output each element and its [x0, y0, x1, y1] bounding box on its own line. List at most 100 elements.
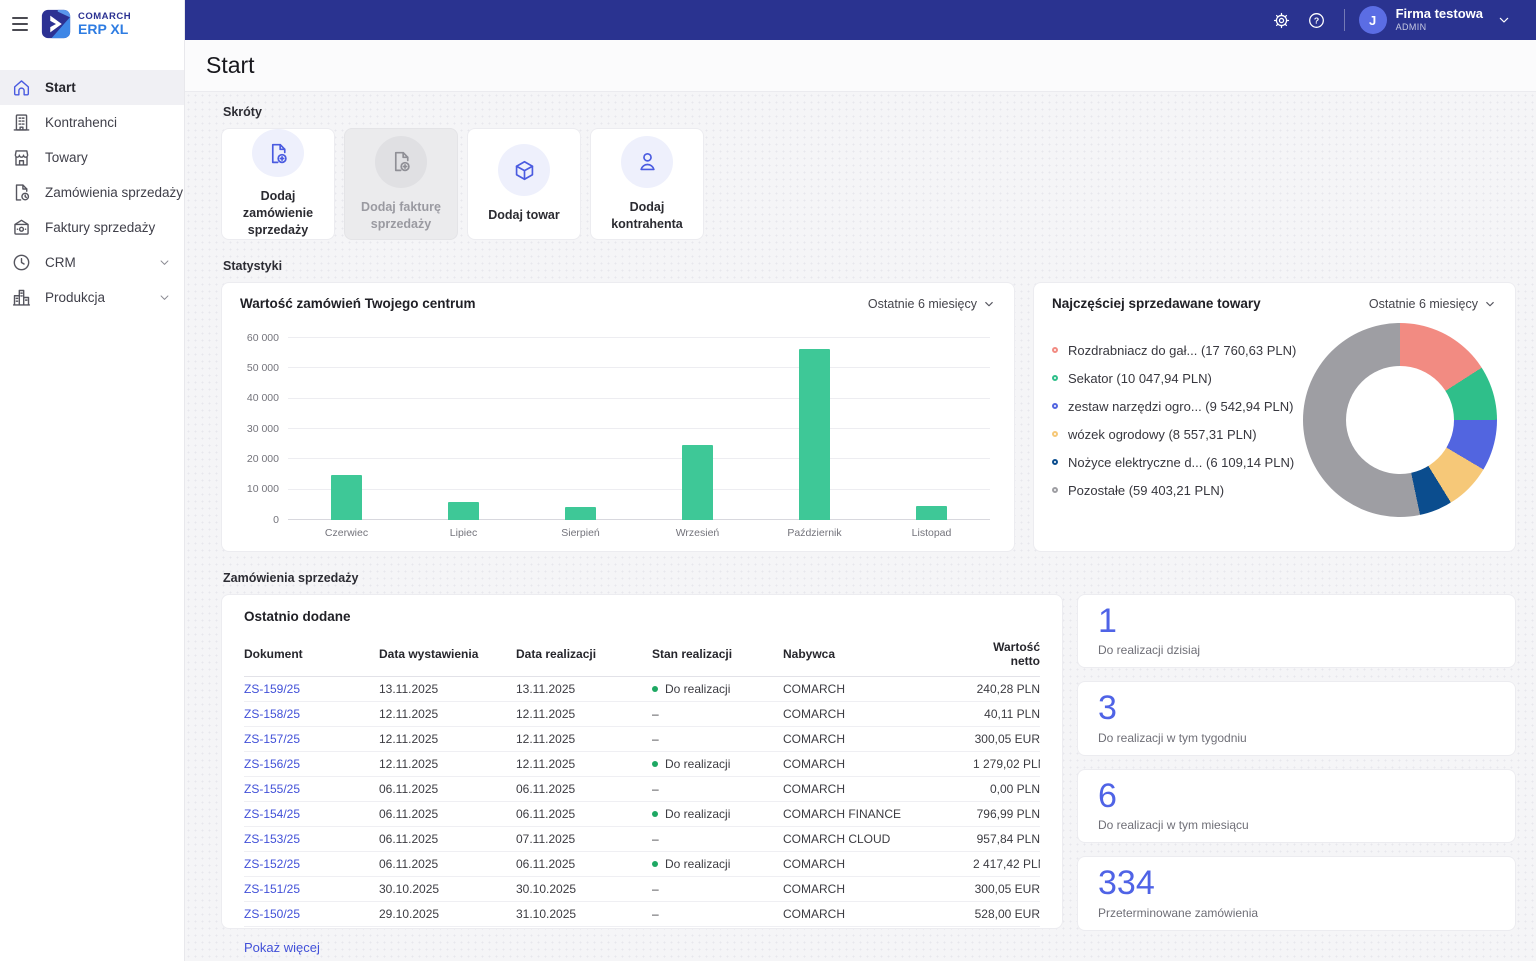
settings-icon[interactable] [1270, 9, 1293, 32]
sidebar-item-faktury-sprzedaży[interactable]: Faktury sprzedaży [0, 210, 184, 245]
document-link[interactable]: ZS-159/25 [244, 682, 300, 696]
svg-text:?: ? [1313, 15, 1318, 25]
sidebar: COMARCH ERP XL Start Kontrahenci Towary Zam… [0, 0, 185, 961]
bar-listopad [916, 506, 947, 520]
kpi-label: Do realizacji w tym miesiącu [1098, 818, 1495, 832]
kpi-card-do-realizacji-dzisiaj[interactable]: 1Do realizacji dzisiaj [1077, 594, 1516, 668]
cube-icon [498, 144, 550, 196]
realization-date: 30.10.2025 [516, 877, 652, 902]
sidebar-item-kontrahenci[interactable]: Kontrahenci [0, 105, 184, 140]
recent-orders-card: Ostatnio dodane DokumentData wystawienia… [221, 594, 1063, 929]
legend-label: Pozostałe (59 403,21 PLN) [1068, 483, 1224, 498]
shortcut-dodaj-zamówienie-sprzedaży[interactable]: Dodaj zamówienie sprzedaży [221, 128, 335, 240]
sidebar-item-label: CRM [45, 255, 76, 270]
sidebar-item-label: Produkcja [45, 290, 105, 305]
orders-table: DokumentData wystawieniaData realizacjiS… [244, 634, 1040, 927]
chevron-down-icon [1496, 12, 1512, 28]
buyer: COMARCH [783, 902, 973, 927]
top-products-period-select[interactable]: Ostatnie 6 miesięcy [1369, 297, 1497, 311]
orders-heading: Zamówienia sprzedaży [223, 571, 1516, 585]
realization-status: Do realizacji [652, 752, 783, 777]
document-link[interactable]: ZS-155/25 [244, 782, 300, 796]
sidebar-item-zamówienia-sprzedaży[interactable]: Zamówienia sprzedaży [0, 175, 184, 210]
buyer: COMARCH [783, 727, 973, 752]
issue-date: 06.11.2025 [379, 777, 516, 802]
issue-date: 06.11.2025 [379, 852, 516, 877]
legend-item-zestaw-narzędzi-ogro: zestaw narzędzi ogro... (9 542,94 PLN) [1052, 399, 1303, 414]
top-products-card: Najczęściej sprzedawane towary Ostatnie … [1033, 282, 1516, 552]
realization-date: 12.11.2025 [516, 727, 652, 752]
net-value: 528,00 EUR [973, 902, 1040, 927]
legend-item-sekator: Sekator (10 047,94 PLN) [1052, 371, 1303, 386]
orders-row: Ostatnio dodane DokumentData wystawienia… [221, 594, 1516, 931]
shortcut-row: Dodaj zamówienie sprzedażyDodaj fakturę … [221, 128, 1516, 240]
net-value: 0,00 PLN [973, 777, 1040, 802]
sidebar-item-produkcja[interactable]: Produkcja [0, 280, 184, 315]
realization-date: 06.11.2025 [516, 852, 652, 877]
realization-date: 06.11.2025 [516, 777, 652, 802]
bar-październik [799, 349, 830, 520]
document-link[interactable]: ZS-151/25 [244, 882, 300, 896]
buyer: COMARCH [783, 852, 973, 877]
kpi-card-do-realizacji-w-tym-miesiącu[interactable]: 6Do realizacji w tym miesiącu [1077, 769, 1516, 843]
sidebar-item-label: Kontrahenci [45, 115, 117, 130]
table-row: ZS-154/2506.11.202506.11.2025Do realizac… [244, 802, 1040, 827]
sidebar-item-start[interactable]: Start [0, 70, 184, 105]
file-plus-icon [375, 136, 427, 188]
document-link[interactable]: ZS-150/25 [244, 907, 300, 921]
comarch-logo: COMARCH ERP XL [41, 9, 131, 39]
donut-legend: Rozdrabniacz do gał... (17 760,63 PLN)Se… [1052, 343, 1303, 498]
orders-chart-period-select[interactable]: Ostatnie 6 miesięcy [868, 297, 996, 311]
kpi-card-do-realizacji-w-tym-tygodniu[interactable]: 3Do realizacji w tym tygodniu [1077, 681, 1516, 755]
document-link[interactable]: ZS-154/25 [244, 807, 300, 821]
file-plus-icon [252, 129, 304, 177]
realization-status: – [652, 702, 783, 727]
chevron-down-icon [982, 297, 996, 311]
status-dot-icon [652, 761, 658, 767]
help-icon[interactable]: ? [1305, 9, 1328, 32]
user-menu[interactable]: J Firma testowa ADMIN [1359, 6, 1512, 34]
table-row: ZS-152/2506.11.202506.11.2025Do realizac… [244, 852, 1040, 877]
buyer: COMARCH [783, 677, 973, 702]
kpi-label: Do realizacji dzisiaj [1098, 643, 1495, 657]
topbar: ? J Firma testowa ADMIN [185, 0, 1536, 40]
issue-date: 06.11.2025 [379, 802, 516, 827]
document-link[interactable]: ZS-158/25 [244, 707, 300, 721]
net-value: 957,84 PLN [973, 827, 1040, 852]
sidebar-item-crm[interactable]: CRM [0, 245, 184, 280]
orders-value-chart-card: Wartość zamówień Twojego centrum Ostatni… [221, 282, 1015, 552]
document-link[interactable]: ZS-153/25 [244, 832, 300, 846]
kpi-card-przeterminowane-zamówienia[interactable]: 334Przeterminowane zamówienia [1077, 856, 1516, 930]
store-icon [11, 147, 32, 168]
sidebar-item-towary[interactable]: Towary [0, 140, 184, 175]
column-header-dokument: Dokument [244, 634, 379, 677]
column-header-stan-realizacji: Stan realizacji [652, 634, 783, 677]
menu-toggle-button[interactable] [10, 15, 30, 33]
document-link[interactable]: ZS-152/25 [244, 857, 300, 871]
shortcut-dodaj-kontrahenta[interactable]: Dodaj kontrahenta [590, 128, 704, 240]
orders-chart-title: Wartość zamówień Twojego centrum [240, 296, 476, 311]
sidebar-nav: Start Kontrahenci Towary Zamówienia sprzeda… [0, 70, 184, 315]
sidebar-item-label: Start [45, 80, 76, 95]
avatar: J [1359, 6, 1387, 34]
buyer: COMARCH [783, 702, 973, 727]
legend-item-nożyce-elektryczne-d: Nożyce elektryczne d... (6 109,14 PLN) [1052, 455, 1303, 470]
realization-status: – [652, 827, 783, 852]
titlebar: Start [185, 40, 1536, 92]
realization-date: 06.11.2025 [516, 802, 652, 827]
realization-status: Do realizacji [652, 802, 783, 827]
show-more-link[interactable]: Pokaż więcej [244, 940, 320, 955]
kpi-label: Do realizacji w tym tygodniu [1098, 731, 1495, 745]
realization-date: 13.11.2025 [516, 677, 652, 702]
sidebar-header: COMARCH ERP XL [0, 0, 184, 48]
x-axis-category-label: Listopad [873, 527, 990, 539]
realization-status: – [652, 727, 783, 752]
document-link[interactable]: ZS-157/25 [244, 732, 300, 746]
shortcut-dodaj-towar[interactable]: Dodaj towar [467, 128, 581, 240]
brand-product: ERP XL [78, 22, 131, 37]
topbar-divider [1344, 9, 1345, 31]
realization-date: 07.11.2025 [516, 827, 652, 852]
document-link[interactable]: ZS-156/25 [244, 757, 300, 771]
sidebar-item-label: Towary [45, 150, 88, 165]
sidebar-item-label: Zamówienia sprzedaży [45, 185, 183, 200]
